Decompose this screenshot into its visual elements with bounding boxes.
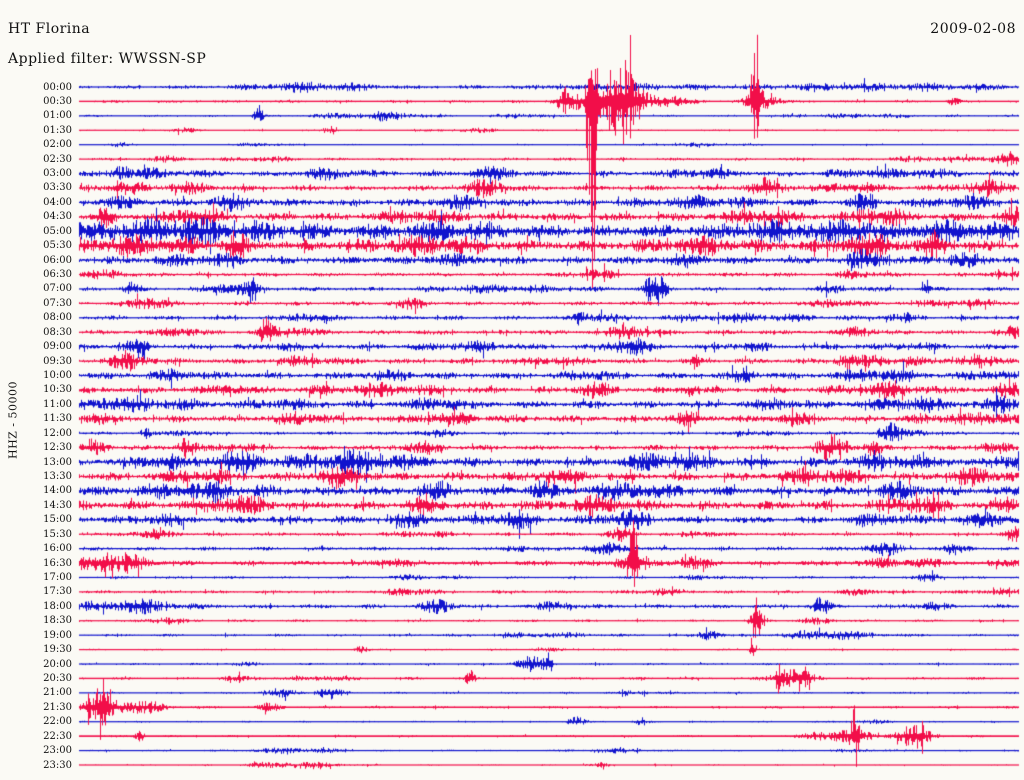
row-time-label: 07:00 [43, 283, 72, 295]
row-time-label: 00:00 [43, 81, 72, 93]
row-time-label: 22:30 [43, 730, 72, 742]
row-time-label: 13:00 [43, 456, 72, 468]
row-time-label: 03:30 [43, 182, 72, 194]
row-time-label: 06:30 [43, 269, 72, 281]
row-time-label: 23:00 [43, 745, 72, 757]
row-time-label: 09:00 [43, 341, 72, 353]
row-time-label: 08:30 [43, 326, 72, 338]
row-time-label: 13:30 [43, 470, 72, 482]
row-time-label: 17:00 [43, 571, 72, 583]
row-time-label: 05:00 [43, 225, 72, 237]
row-time-label: 14:30 [43, 499, 72, 511]
row-time-label: 18:00 [43, 600, 72, 612]
row-time-label: 22:00 [43, 716, 72, 728]
row-time-label: 19:00 [43, 629, 72, 641]
row-time-label: 11:00 [43, 398, 72, 410]
row-time-label: 07:30 [43, 297, 72, 309]
row-time-label: 02:00 [43, 139, 72, 151]
row-time-label: 10:30 [43, 384, 72, 396]
row-time-label: 11:30 [43, 413, 72, 425]
row-time-label: 06:00 [43, 254, 72, 266]
row-time-label: 21:30 [43, 701, 72, 713]
row-time-label: 17:30 [43, 586, 72, 598]
row-time-label: 20:00 [43, 658, 72, 670]
row-time-label: 00:30 [43, 95, 72, 107]
row-time-label: 03:00 [43, 168, 72, 180]
row-time-label: 04:00 [43, 196, 72, 208]
row-time-label: 12:30 [43, 442, 72, 454]
row-time-label: 16:30 [43, 557, 72, 569]
row-time-label: 18:30 [43, 615, 72, 627]
row-time-label: 08:00 [43, 312, 72, 324]
row-time-label: 02:30 [43, 153, 72, 165]
row-time-label: 21:00 [43, 687, 72, 699]
row-time-label: 10:00 [43, 370, 72, 381]
row-time-label: 04:30 [43, 211, 72, 223]
row-time-label: 01:00 [43, 110, 72, 122]
row-time-label: 19:30 [43, 644, 72, 656]
row-time-label: 05:30 [43, 240, 72, 252]
row-time-label: 15:30 [43, 528, 72, 540]
row-time-label: 09:30 [43, 355, 72, 367]
row-time-label: 14:00 [43, 485, 72, 497]
row-time-label: 20:30 [43, 672, 72, 684]
row-time-label: 23:30 [43, 759, 72, 771]
row-time-label: 16:00 [43, 543, 72, 555]
row-time-label: 01:30 [43, 124, 72, 136]
row-time-label: 15:00 [43, 514, 72, 526]
row-time-label: 12:00 [43, 427, 72, 439]
